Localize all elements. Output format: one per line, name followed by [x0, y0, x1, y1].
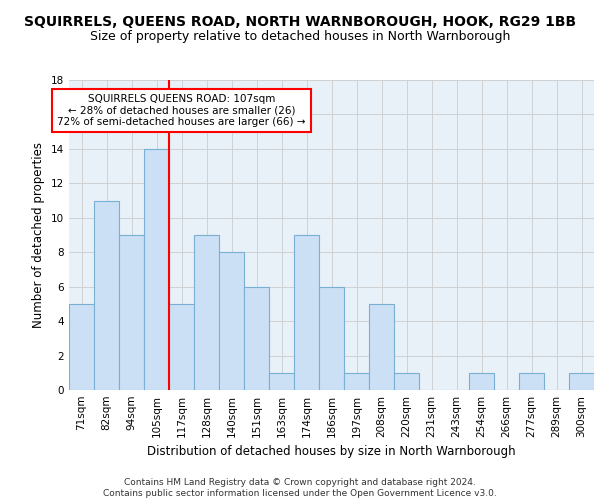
Text: SQUIRRELS, QUEENS ROAD, NORTH WARNBOROUGH, HOOK, RG29 1BB: SQUIRRELS, QUEENS ROAD, NORTH WARNBOROUG… — [24, 15, 576, 29]
Y-axis label: Number of detached properties: Number of detached properties — [32, 142, 46, 328]
Bar — [344, 373, 369, 390]
Text: Size of property relative to detached houses in North Warnborough: Size of property relative to detached ho… — [90, 30, 510, 43]
Bar — [69, 304, 94, 390]
Text: SQUIRRELS QUEENS ROAD: 107sqm
← 28% of detached houses are smaller (26)
72% of s: SQUIRRELS QUEENS ROAD: 107sqm ← 28% of d… — [57, 94, 306, 127]
Bar — [269, 373, 294, 390]
Bar — [194, 235, 219, 390]
Bar — [369, 304, 394, 390]
Text: Contains HM Land Registry data © Crown copyright and database right 2024.
Contai: Contains HM Land Registry data © Crown c… — [103, 478, 497, 498]
Bar — [319, 286, 344, 390]
Bar — [144, 149, 169, 390]
X-axis label: Distribution of detached houses by size in North Warnborough: Distribution of detached houses by size … — [147, 446, 516, 458]
Bar — [219, 252, 244, 390]
Bar — [294, 235, 319, 390]
Bar — [394, 373, 419, 390]
Bar — [169, 304, 194, 390]
Bar — [519, 373, 544, 390]
Bar — [244, 286, 269, 390]
Bar — [94, 200, 119, 390]
Bar — [569, 373, 594, 390]
Bar — [469, 373, 494, 390]
Bar — [119, 235, 144, 390]
